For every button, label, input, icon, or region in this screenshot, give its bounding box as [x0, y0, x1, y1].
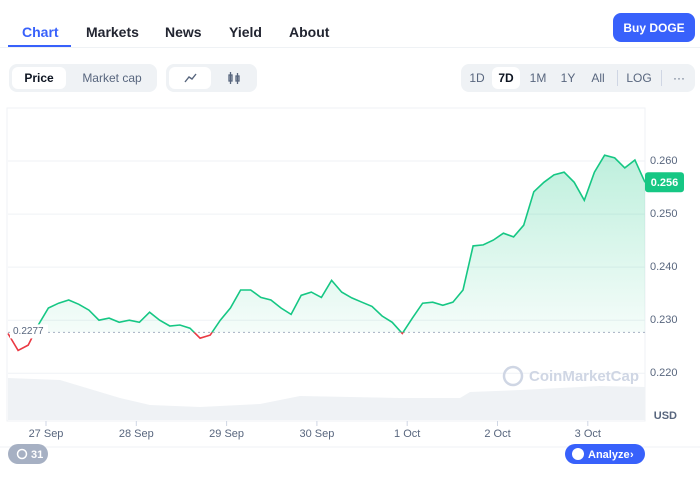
y-tick-label: 0.240 [650, 261, 678, 273]
line-icon [184, 73, 197, 83]
tab[interactable]: Markets [86, 24, 139, 40]
candle-chart-button[interactable] [213, 67, 255, 89]
x-tick-label: 29 Sep [209, 428, 244, 440]
baseline-label-bg [10, 324, 48, 339]
watermark: CoinMarketCap [529, 368, 639, 385]
x-tick-label: 2 Oct [484, 428, 510, 440]
events-badge[interactable] [8, 444, 48, 464]
tab[interactable]: Yield [229, 24, 262, 40]
axis-unit: USD [654, 410, 677, 422]
y-tick-label: 0.220 [650, 367, 678, 379]
tab[interactable]: About [289, 24, 330, 40]
price-line [33, 154, 646, 333]
x-tick-label: 28 Sep [119, 428, 154, 440]
candle-icon [228, 72, 240, 84]
y-tick-label: 0.250 [650, 208, 678, 220]
analyze-icon [572, 448, 584, 460]
tab[interactable]: Chart [22, 24, 59, 40]
watermark-logo [502, 365, 524, 387]
range-option[interactable]: 7D [492, 67, 520, 89]
volume-area [8, 378, 645, 420]
toggle-option[interactable]: Market cap [82, 71, 142, 85]
current-price-label: 0.256 [651, 177, 679, 189]
events-count: 31 [31, 449, 43, 461]
tab-underline [8, 45, 71, 47]
separator [661, 70, 662, 86]
separator [617, 70, 618, 86]
x-tick-label: 1 Oct [394, 428, 420, 440]
buy-button[interactable]: Buy DOGE [613, 13, 695, 42]
divider [0, 47, 700, 48]
history-icon [16, 448, 28, 460]
range-option[interactable]: 1D [469, 71, 485, 85]
x-tick-label: 30 Sep [299, 428, 334, 440]
baseline-label: 0.2277 [13, 326, 44, 337]
y-tick-label: 0.260 [650, 155, 678, 167]
log-button[interactable]: LOG [626, 71, 652, 85]
range-option[interactable]: 1M [529, 71, 547, 85]
range-option[interactable]: All [591, 71, 605, 85]
analyze-button[interactable] [565, 444, 645, 464]
more-button[interactable]: ··· [673, 71, 685, 85]
x-tick-label: 27 Sep [29, 428, 64, 440]
y-tick-label: 0.230 [650, 314, 678, 326]
current-price-tag [645, 172, 684, 193]
range-option[interactable]: 1Y [560, 71, 576, 85]
line-chart-button[interactable] [169, 67, 211, 89]
price-area [8, 155, 645, 333]
toggle-option[interactable]: Price [12, 67, 66, 89]
chevron: › [630, 449, 634, 461]
analyze-label: Analyze [588, 449, 630, 461]
tab[interactable]: News [165, 24, 202, 40]
x-tick-label: 3 Oct [575, 428, 601, 440]
